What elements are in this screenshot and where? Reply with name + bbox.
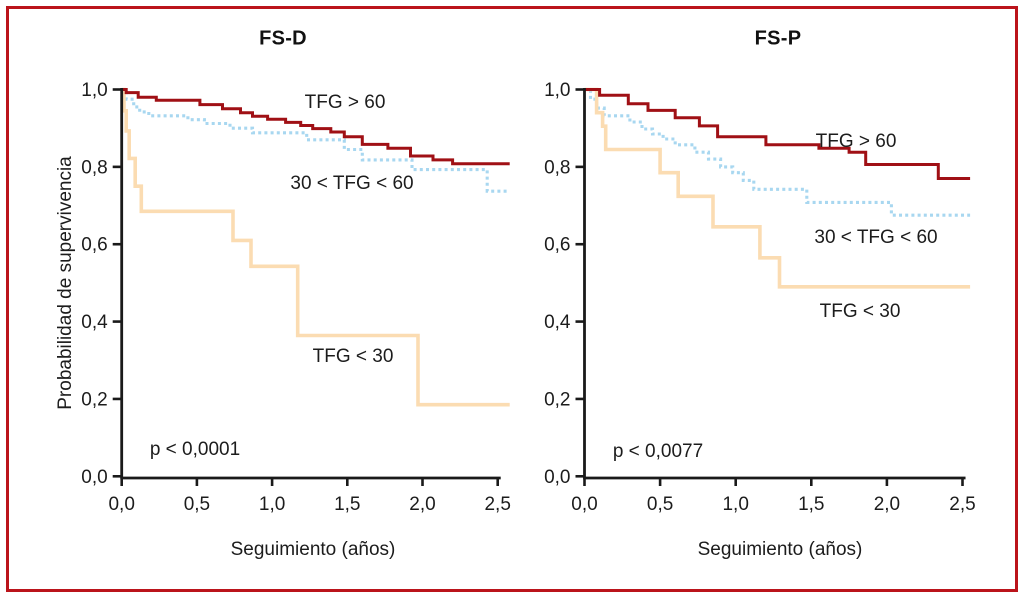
y-tick-label: 0,8	[81, 157, 107, 178]
x-axis-label: Seguimiento (años)	[230, 539, 396, 560]
x-tick-label: 0,5	[184, 494, 210, 515]
x-tick-label: 1,0	[722, 494, 748, 515]
curve-tfg-gt60	[121, 88, 510, 166]
panel-title-fs-p: FS-P	[754, 27, 802, 50]
x-tick-label: 2,5	[484, 494, 510, 515]
panel-title-fs-d: FS-D	[259, 27, 307, 50]
curve-label-tfg-lt30: TFG < 30	[312, 346, 394, 367]
x-tick-label: 0,0	[571, 494, 597, 515]
x-tick-label: 1,5	[798, 494, 824, 515]
y-tick-label: 0,2	[81, 389, 107, 410]
x-tick-label: 1,0	[259, 494, 285, 515]
y-tick-label: 0,0	[81, 467, 107, 488]
curve-label-tfg-gt60: TFG > 60	[304, 92, 386, 113]
y-axis-label: Probabilidad de supervivencia	[55, 156, 76, 410]
y-tick-label: 0,4	[81, 312, 108, 333]
survival-plot-fs-d: 0,0 0,5 1,0 1,5 2,0 2,5 0,0 0,2 0,4 0,6 0,8 1,0	[81, 80, 511, 515]
curve-label-tfg-30-60: 30 < TFG < 60	[290, 173, 414, 194]
curve-tfg-lt30	[121, 87, 510, 407]
y-tick-label: 0,0	[544, 467, 570, 488]
x-tick-label: 0,5	[647, 494, 673, 515]
curve-tfg-gt60	[584, 88, 971, 180]
y-tick-label: 1,0	[81, 80, 107, 101]
panel-fs-p: 0,0 0,5 1,0 1,5 2,0 2,5 0,0 0,2 0,4 0,6 0,8 1,0 FS-…	[512, 0, 1024, 598]
curve-label-tfg-lt30: TFG < 30	[819, 301, 901, 322]
x-tick-label: 1,5	[334, 494, 360, 515]
curve-tfg-30-60	[584, 87, 971, 217]
curve-label-tfg-30-60: 30 < TFG < 60	[814, 227, 938, 248]
y-tick-label: 1,0	[544, 80, 570, 101]
survival-plot-fs-p: 0,0 0,5 1,0 1,5 2,0 2,5 0,0 0,2 0,4 0,6 0,8 1,0	[544, 80, 976, 515]
p-value-fs-d: p < 0,0001	[149, 439, 241, 460]
y-tick-label: 0,2	[544, 389, 570, 410]
y-tick-label: 0,8	[544, 157, 570, 178]
x-tick-label: 2,0	[874, 494, 900, 515]
x-tick-label: 2,0	[409, 494, 435, 515]
y-tick-label: 0,6	[544, 235, 570, 256]
x-tick-label: 2,5	[949, 494, 975, 515]
figure-border	[6, 6, 1018, 592]
p-value-fs-p: p < 0,0077	[612, 441, 704, 462]
y-tick-label: 0,6	[81, 235, 107, 256]
x-tick-label: 0,0	[108, 494, 134, 515]
curve-tfg-30-60	[121, 87, 510, 193]
x-axis-label: Seguimiento (años)	[697, 539, 863, 560]
panel-fs-d: 0,0 0,5 1,0 1,5 2,0 2,5 0,0 0,2 0,4 0,6 0,8 1,0 FS-…	[55, 27, 511, 561]
curve-label-tfg-gt60: TFG > 60	[815, 131, 897, 152]
curve-tfg-lt30	[584, 87, 971, 289]
y-tick-label: 0,4	[544, 312, 571, 333]
